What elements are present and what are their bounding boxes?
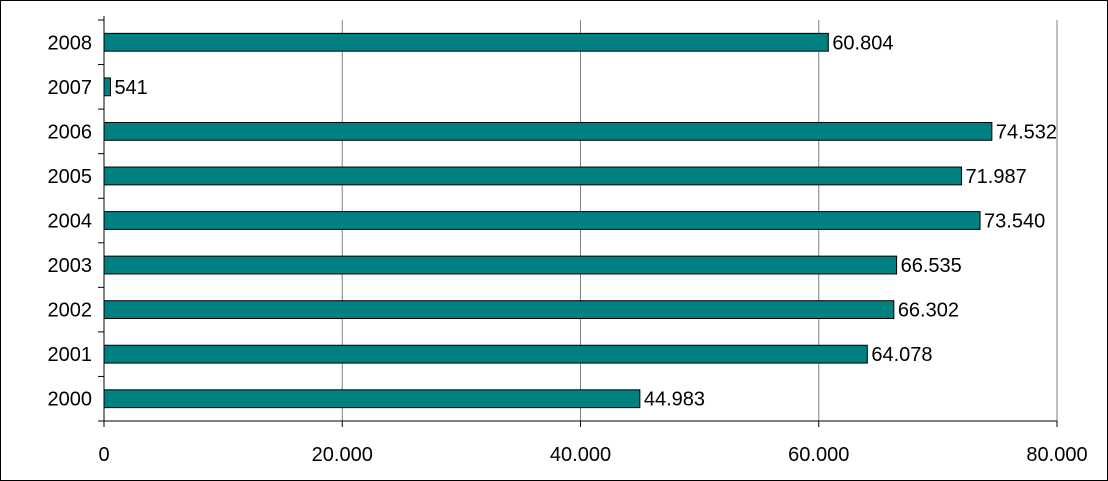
data-label-2004: 73.540 bbox=[984, 211, 1045, 233]
bar-2005 bbox=[103, 166, 963, 186]
category-label-2007: 2007 bbox=[48, 77, 93, 99]
bar-2006 bbox=[103, 121, 993, 141]
category-label-2002: 2002 bbox=[48, 300, 93, 322]
category-label-2000: 2000 bbox=[48, 389, 93, 411]
data-label-2002: 66.302 bbox=[898, 300, 959, 322]
bar-2004 bbox=[103, 211, 981, 230]
data-label-2003: 66.535 bbox=[901, 255, 962, 277]
bar-2002 bbox=[103, 300, 895, 320]
data-label-2006: 74.532 bbox=[996, 121, 1057, 143]
x-tick-label: 60.000 bbox=[788, 444, 849, 466]
bars bbox=[103, 32, 993, 409]
category-label-2004: 2004 bbox=[48, 211, 93, 233]
bar-2003 bbox=[103, 255, 898, 275]
category-label-2008: 2008 bbox=[48, 32, 93, 54]
axes bbox=[98, 16, 1058, 427]
bar-2008 bbox=[103, 32, 829, 52]
category-label-2003: 2003 bbox=[48, 255, 93, 277]
bar-2000 bbox=[103, 389, 641, 409]
data-label-2005: 71.987 bbox=[966, 166, 1027, 188]
category-label-2006: 2006 bbox=[48, 121, 93, 143]
labels: 2000 44.983 2001 64.078 2002 66.302 2003 66.535… bbox=[48, 32, 1088, 466]
data-label-2007: 541 bbox=[114, 77, 147, 99]
category-label-2001: 2001 bbox=[48, 344, 93, 366]
bar-2007 bbox=[103, 77, 111, 97]
bar-2001 bbox=[103, 344, 868, 364]
data-label-2000: 44.983 bbox=[644, 389, 705, 411]
data-label-2008: 60.804 bbox=[832, 32, 893, 54]
x-tick-label: 0 bbox=[98, 444, 109, 466]
category-label-2005: 2005 bbox=[48, 166, 93, 188]
data-label-2001: 64.078 bbox=[871, 344, 932, 366]
x-tick-label: 40.000 bbox=[550, 444, 611, 466]
x-tick-label: 20.000 bbox=[312, 444, 373, 466]
x-tick-label: 80.000 bbox=[1026, 444, 1087, 466]
